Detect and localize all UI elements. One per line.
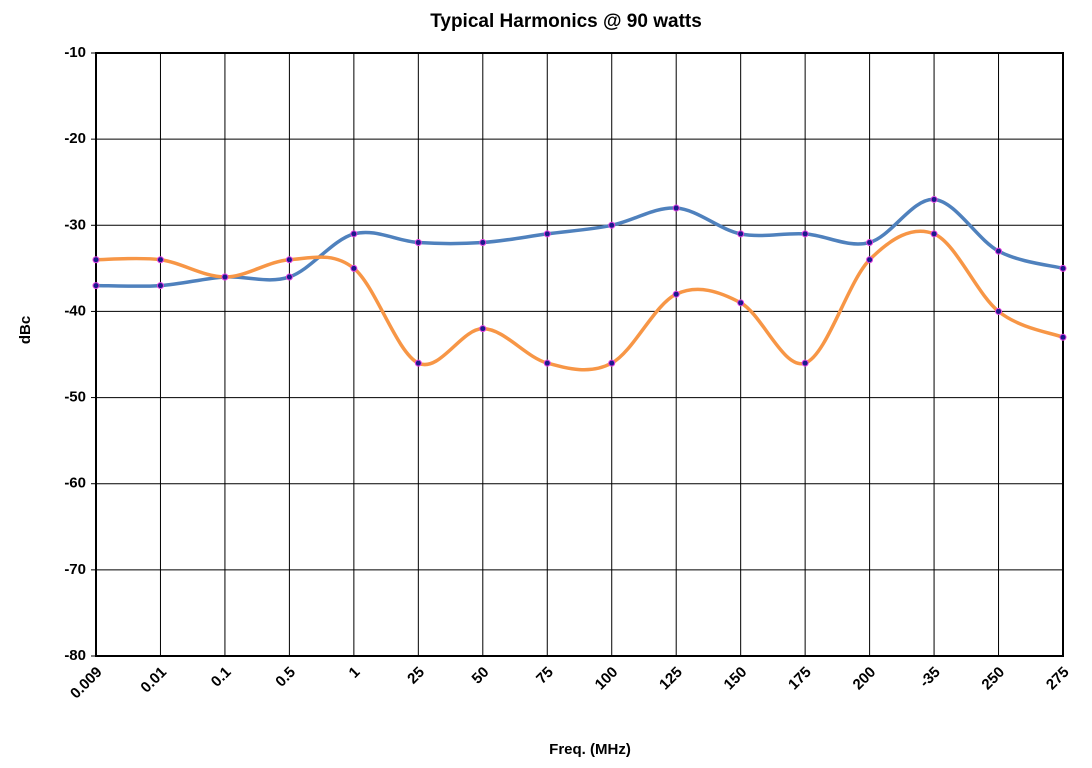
y-tick-label: -80 [64, 647, 86, 664]
data-point [350, 264, 358, 272]
x-tick-label: 250 [978, 664, 1008, 694]
data-point [221, 273, 229, 281]
x-tick-label: 150 [721, 664, 751, 694]
x-tick-label: 0.009 [67, 664, 106, 703]
data-point [995, 307, 1003, 315]
data-point [930, 230, 938, 238]
x-tick-label: 275 [1043, 664, 1073, 694]
data-point [801, 359, 809, 367]
data-point [1059, 333, 1067, 341]
chart-title: Typical Harmonics @ 90 watts [430, 11, 702, 32]
data-point [414, 359, 422, 367]
x-tick-label: -35 [916, 664, 943, 691]
data-point [479, 325, 487, 333]
x-tick-label: 0.1 [208, 664, 235, 691]
x-tick-label: 175 [785, 664, 815, 694]
data-point [866, 256, 874, 264]
x-axis-label: Freq. (MHz) [549, 741, 631, 758]
plot-area-border [95, 52, 1064, 657]
data-point [156, 256, 164, 264]
y-tick-label: -50 [64, 389, 86, 406]
data-point [156, 282, 164, 290]
data-point [608, 221, 616, 229]
data-point [543, 359, 551, 367]
data-point [479, 239, 487, 247]
data-point [92, 282, 100, 290]
y-axis-label: dBc [17, 316, 34, 344]
data-point [285, 273, 293, 281]
data-point [672, 290, 680, 298]
y-tick-label: -70 [64, 561, 86, 578]
y-tick-label: -30 [64, 216, 86, 233]
data-point [737, 299, 745, 307]
data-point [608, 359, 616, 367]
data-point [414, 239, 422, 247]
x-tick-label: 1 [346, 664, 364, 682]
x-tick-label: 100 [592, 664, 622, 694]
data-point [672, 204, 680, 212]
data-point [92, 256, 100, 264]
data-point [930, 195, 938, 203]
x-tick-label: 0.5 [272, 664, 299, 691]
data-point [350, 230, 358, 238]
data-point [285, 256, 293, 264]
x-tick-label: 75 [533, 664, 557, 688]
y-tick-label: -20 [64, 130, 86, 147]
series-line [95, 229, 1064, 372]
series-line [95, 197, 1064, 288]
data-point [866, 239, 874, 247]
data-point [543, 230, 551, 238]
data-point [801, 230, 809, 238]
y-tick-label: -40 [64, 302, 86, 319]
x-tick-label: 125 [656, 664, 686, 694]
data-point [1059, 264, 1067, 272]
data-point [995, 247, 1003, 255]
data-point [737, 230, 745, 238]
x-tick-label: 25 [404, 664, 428, 688]
y-tick-label: -60 [64, 475, 86, 492]
y-tick-label: -10 [64, 44, 86, 61]
x-tick-label: 0.01 [137, 664, 170, 697]
x-tick-label: 200 [850, 664, 880, 694]
x-tick-label: 50 [469, 664, 493, 688]
